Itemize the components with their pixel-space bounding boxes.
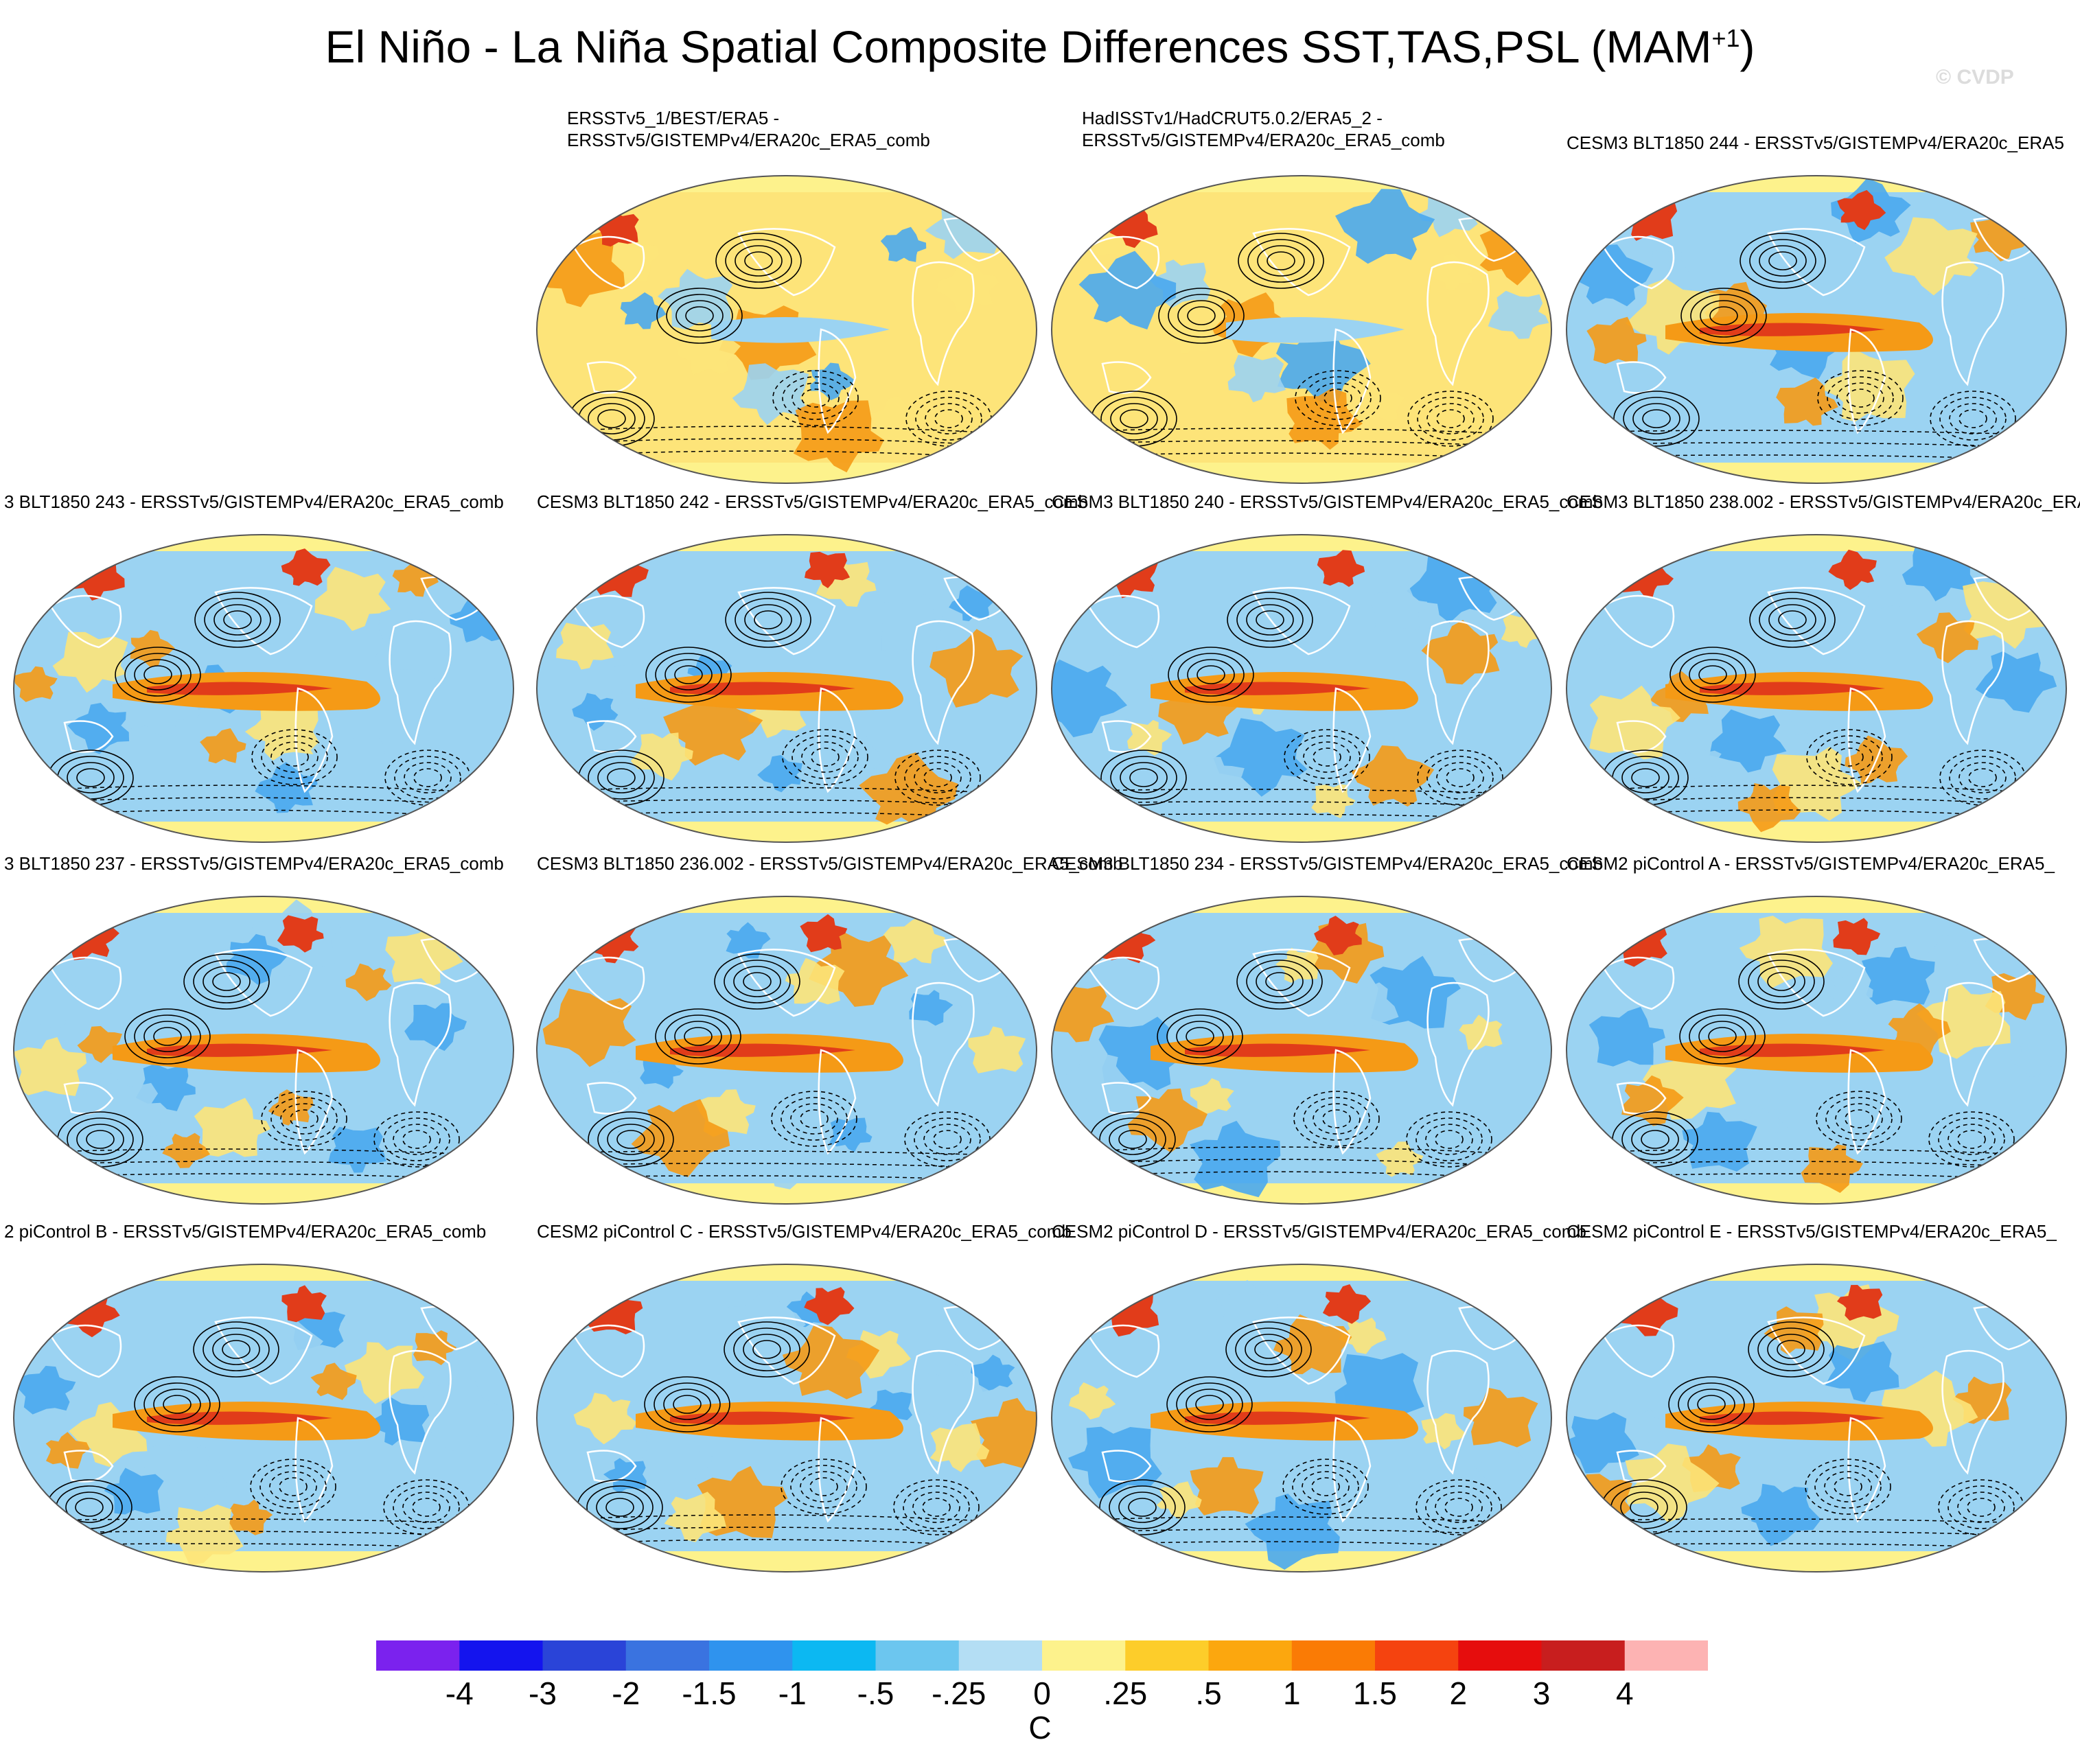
panel-title-line2: ERSSTv5/GISTEMPv4/ERA20c_ERA5_comb — [567, 130, 930, 150]
colorbar-tick-label: -1.5 — [682, 1675, 737, 1711]
map-panel-m242 — [536, 534, 1037, 843]
colorbar-tick-label: .25 — [1103, 1675, 1148, 1711]
map-panel-m234 — [1051, 896, 1552, 1205]
panel-title-line2: CESM3 BLT1850 236.002 - ERSSTv5/GISTEMPv… — [537, 853, 1123, 874]
colorbar-swatch — [1042, 1640, 1126, 1671]
map-panel-m236 — [536, 896, 1037, 1205]
colorbar-swatch — [875, 1640, 960, 1671]
colorbar-tick-label: -3 — [529, 1675, 557, 1711]
colorbar-tick-label: 2 — [1449, 1675, 1468, 1711]
cvdp-watermark: © CVDP — [1936, 66, 2014, 89]
colorbar-tick-label: -1 — [778, 1675, 807, 1711]
map-panel-m237 — [13, 896, 514, 1205]
panel-title-m238: CESM3 BLT1850 238.002 - ERSSTv5/GISTEMPv… — [1567, 491, 2080, 513]
panel-title-m234: CESM3 BLT1850 234 - ERSSTv5/GISTEMPv4/ER… — [1052, 852, 1603, 874]
panel-title-line2: CESM3 BLT1850 234 - ERSSTv5/GISTEMPv4/ER… — [1052, 853, 1603, 874]
colorbar-swatch — [1375, 1640, 1459, 1671]
colorbar-tick-label: 0 — [1033, 1675, 1051, 1711]
colorbar-swatch — [459, 1640, 543, 1671]
panel-title-m240: CESM3 BLT1850 240 - ERSSTv5/GISTEMPv4/ER… — [1052, 491, 1603, 513]
colorbar-swatch — [1291, 1640, 1376, 1671]
panel-title-line2: CESM2 piControl C - ERSSTv5/GISTEMPv4/ER… — [537, 1221, 1072, 1242]
panel-title-line1: HadISSTv1/HadCRUT5.0.2/ERA5_2 - — [1082, 108, 1383, 128]
colorbar-swatch — [709, 1640, 793, 1671]
panel-title-m242: CESM3 BLT1850 242 - ERSSTv5/GISTEMPv4/ER… — [537, 491, 1088, 513]
colorbar-swatch — [542, 1640, 627, 1671]
map-panel-m240 — [1051, 534, 1552, 843]
colorbar-tick-label: .5 — [1195, 1675, 1222, 1711]
panel-title-line2: CESM2 piControl E - ERSSTv5/GISTEMPv4/ER… — [1567, 1221, 2057, 1242]
colorbar-tick-label: -4 — [445, 1675, 474, 1711]
colorbar-swatch — [1541, 1640, 1626, 1671]
figure-title-close: ) — [1740, 21, 1755, 72]
panel-title-m236: CESM3 BLT1850 236.002 - ERSSTv5/GISTEMPv… — [537, 852, 1123, 874]
colorbar-swatch — [376, 1640, 460, 1671]
colorbar-swatch — [1125, 1640, 1209, 1671]
panel-title-line2: CESM3 BLT1850 238.002 - ERSSTv5/GISTEMPv… — [1567, 491, 2080, 512]
panel-title-pC: CESM2 piControl C - ERSSTv5/GISTEMPv4/ER… — [537, 1220, 1072, 1242]
panel-title-pB: 2 piControl B - ERSSTv5/GISTEMPv4/ERA20c… — [4, 1220, 486, 1242]
map-panel-m243 — [13, 534, 514, 843]
panel-title-line2: CESM3 BLT1850 240 - ERSSTv5/GISTEMPv4/ER… — [1052, 491, 1603, 512]
colorbar-swatch — [958, 1640, 1043, 1671]
colorbar-tick-label: 1 — [1282, 1675, 1301, 1711]
map-panel-pA — [1566, 896, 2067, 1205]
panel-title-pE: CESM2 piControl E - ERSSTv5/GISTEMPv4/ER… — [1567, 1220, 2057, 1242]
panel-title-line2: 3 BLT1850 243 - ERSSTv5/GISTEMPv4/ERA20c… — [4, 491, 504, 512]
panel-title-obs1: ERSSTv5_1/BEST/ERA5 - ERSSTv5/GISTEMPv4/E… — [567, 107, 930, 151]
panel-title-line2: 2 piControl B - ERSSTv5/GISTEMPv4/ERA20c… — [4, 1221, 487, 1242]
panel-title-line2: CESM2 piControl A - ERSSTv5/GISTEMPv4/ER… — [1567, 853, 2055, 874]
panel-title-line2: ERSSTv5/GISTEMPv4/ERA20c_ERA5_comb — [1082, 130, 1445, 150]
colorbar-units: C — [1028, 1710, 1052, 1745]
panel-title-m243: 3 BLT1850 243 - ERSSTv5/GISTEMPv4/ERA20c… — [4, 491, 504, 513]
panel-title-line1: ERSSTv5_1/BEST/ERA5 - — [567, 108, 780, 128]
colorbar-tick-label: -2 — [612, 1675, 640, 1711]
figure-title-superscript: +1 — [1711, 24, 1740, 52]
colorbar-tick-label: -.25 — [932, 1675, 986, 1711]
map-panel-pE — [1566, 1264, 2067, 1572]
map-panel-pB — [13, 1264, 514, 1572]
panel-title-pD: CESM2 piControl D - ERSSTv5/GISTEMPv4/ER… — [1052, 1220, 1586, 1242]
colorbar-swatch — [1208, 1640, 1293, 1671]
colorbar-swatch — [1624, 1640, 1708, 1671]
panel-title-obs2: HadISSTv1/HadCRUT5.0.2/ERA5_2 - ERSSTv5/G… — [1082, 107, 1445, 151]
colorbar-tick-label: 1.5 — [1353, 1675, 1397, 1711]
colorbar-swatch — [1458, 1640, 1542, 1671]
figure-title-text: El Niño - La Niña Spatial Composite Diff… — [325, 21, 1712, 72]
panel-title-m237: 3 BLT1850 237 - ERSSTv5/GISTEMPv4/ERA20c… — [4, 852, 504, 874]
panel-title-line2: CESM3 BLT1850 244 - ERSSTv5/GISTEMPv4/ER… — [1567, 132, 2064, 153]
panel-title-line2: CESM2 piControl D - ERSSTv5/GISTEMPv4/ER… — [1052, 1221, 1586, 1242]
colorbar-swatch — [625, 1640, 710, 1671]
colorbar-tick-label: 4 — [1615, 1675, 1634, 1711]
panel-title-line2: CESM3 BLT1850 242 - ERSSTv5/GISTEMPv4/ER… — [537, 491, 1088, 512]
map-panel-obs1 — [536, 175, 1037, 484]
panel-title-pA: CESM2 piControl A - ERSSTv5/GISTEMPv4/ER… — [1567, 852, 2055, 874]
colorbar-tick-label: -.5 — [857, 1675, 894, 1711]
panel-title-line2: 3 BLT1850 237 - ERSSTv5/GISTEMPv4/ERA20c… — [4, 853, 504, 874]
map-panel-m244 — [1566, 175, 2067, 484]
map-panel-m238 — [1566, 534, 2067, 843]
colorbar-swatch — [792, 1640, 876, 1671]
map-panel-pD — [1051, 1264, 1552, 1572]
map-panel-pC — [536, 1264, 1037, 1572]
figure-title: El Niño - La Niña Spatial Composite Diff… — [0, 21, 2080, 73]
colorbar-tick-label: 3 — [1532, 1675, 1551, 1711]
panel-title-m244: CESM3 BLT1850 244 - ERSSTv5/GISTEMPv4/ER… — [1567, 132, 2064, 154]
colorbar — [376, 1640, 1708, 1671]
map-panel-obs2 — [1051, 175, 1552, 484]
